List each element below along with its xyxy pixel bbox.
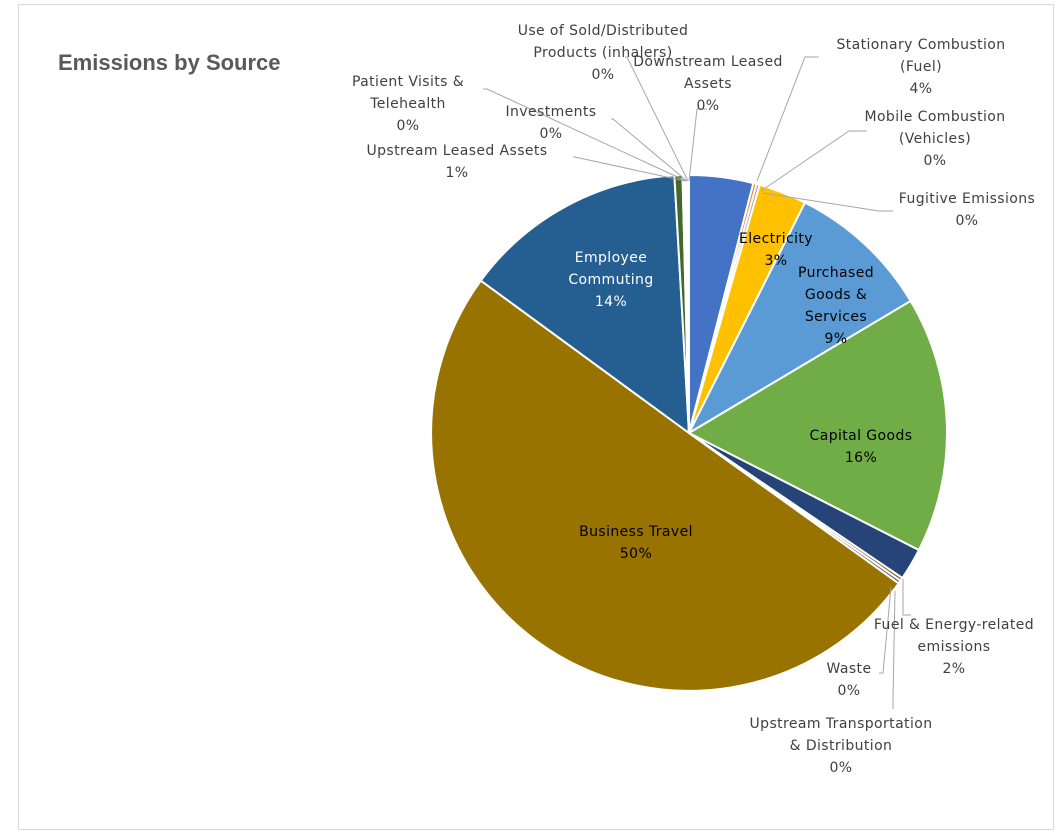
pie-chart: Stationary Combustion (Fuel) 4% Mobile Comb… [352,23,1035,776]
slice-label: Fugitive Emissions 0% [899,191,1035,229]
slice-label: Patient Visits & Telehealth 0% [352,74,464,134]
leader-line [688,108,707,182]
leader-line [760,130,867,192]
slice-label: Upstream Transportation & Distribution 0% [750,716,933,776]
slice-label: Stationary Combustion (Fuel) 4% [836,37,1005,97]
leader-line [625,56,689,182]
slice-label: Use of Sold/Distributed Products (inhaler… [518,23,689,83]
pie-slice [686,173,690,434]
slice-labels: Stationary Combustion (Fuel) 4% Mobile Comb… [352,23,1035,776]
slice-label: Employee Commuting 14% [568,250,653,310]
leader-line [573,156,686,182]
slice-label: Business Travel 50% [579,524,693,562]
slice-label: Electricity 3% [739,231,813,269]
leader-line [892,590,896,709]
leader-line [762,192,893,212]
slice-label: Mobile Combustion (Vehicles) 0% [864,109,1005,169]
slice-label: Upstream Leased Assets 1% [367,143,548,181]
leader-line [611,118,688,182]
chart-title: Emissions by Source [58,50,281,75]
leader-line [756,56,819,182]
pie-slice [686,201,913,436]
slice-label: Fuel & Energy-related emissions 2% [874,617,1034,677]
slice-label: Investments 0% [506,104,597,142]
leader-line [902,579,911,616]
pie-slice [479,174,691,436]
slice-label: Capital Goods 16% [810,428,913,466]
slice-label: Purchased Goods & Services 9% [798,265,874,347]
leader-lines [483,56,911,709]
slice-label: Downstream Leased Assets 0% [633,54,783,114]
chart-frame: Emissions by Source Stationary Combustio… [18,4,1054,830]
pie-slices [430,173,948,692]
leader-line [483,88,687,182]
slice-label: Waste 0% [827,661,872,699]
pie-slice [430,279,901,692]
pie-slice [686,299,948,552]
leader-line [879,586,892,674]
